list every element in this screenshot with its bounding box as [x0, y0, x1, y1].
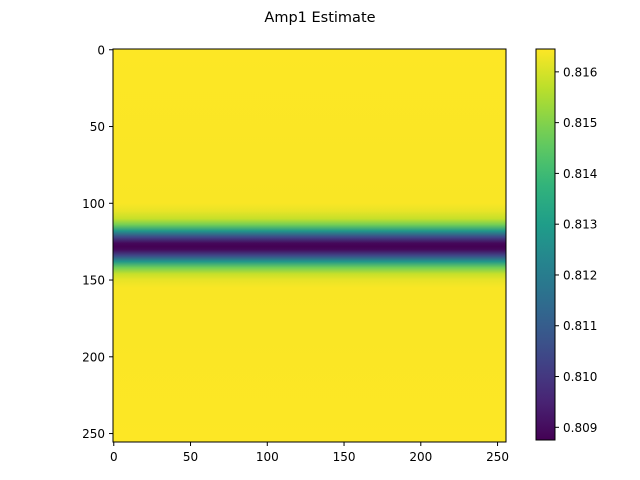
heatmap-plot — [112, 48, 507, 443]
x-tick-label: 100 — [256, 450, 279, 464]
x-tick-label: 0 — [110, 450, 118, 464]
y-tick-label: 50 — [90, 120, 105, 134]
y-axis: 0 50 100 150 200 250 — [82, 43, 113, 441]
y-tick-label: 250 — [82, 427, 105, 441]
y-tick-label: 200 — [82, 350, 105, 364]
colorbar-tick-label: 0.809 — [563, 421, 597, 435]
colorbar-tick-label: 0.814 — [563, 167, 597, 181]
heatmap-image — [113, 49, 506, 442]
x-tick-label: 150 — [333, 450, 356, 464]
x-tick-label: 250 — [486, 450, 509, 464]
colorbar-tick-label: 0.813 — [563, 218, 597, 232]
y-tick-label: 0 — [97, 43, 105, 57]
chart-title: Amp1 Estimate — [264, 10, 375, 26]
colorbar-tick-label: 0.810 — [563, 370, 597, 384]
colorbar-tick-label: 0.815 — [563, 116, 597, 130]
x-tick-label: 200 — [409, 450, 432, 464]
colorbar — [535, 48, 556, 441]
colorbar-gradient — [536, 49, 555, 440]
colorbar-tick-label: 0.816 — [563, 65, 597, 79]
colorbar-tick-label: 0.812 — [563, 268, 597, 282]
colorbar-axis: 0.809 0.810 0.811 0.812 0.813 0.814 0.815 0.816 — [555, 65, 597, 435]
y-tick-label: 100 — [82, 197, 105, 211]
x-axis: 0 50 100 150 200 250 — [110, 442, 509, 464]
colorbar-frame — [535, 48, 556, 441]
plot-frame — [112, 48, 507, 443]
colorbar-tick-label: 0.811 — [563, 319, 597, 333]
y-tick-label: 150 — [82, 274, 105, 288]
x-tick-label: 50 — [183, 450, 198, 464]
